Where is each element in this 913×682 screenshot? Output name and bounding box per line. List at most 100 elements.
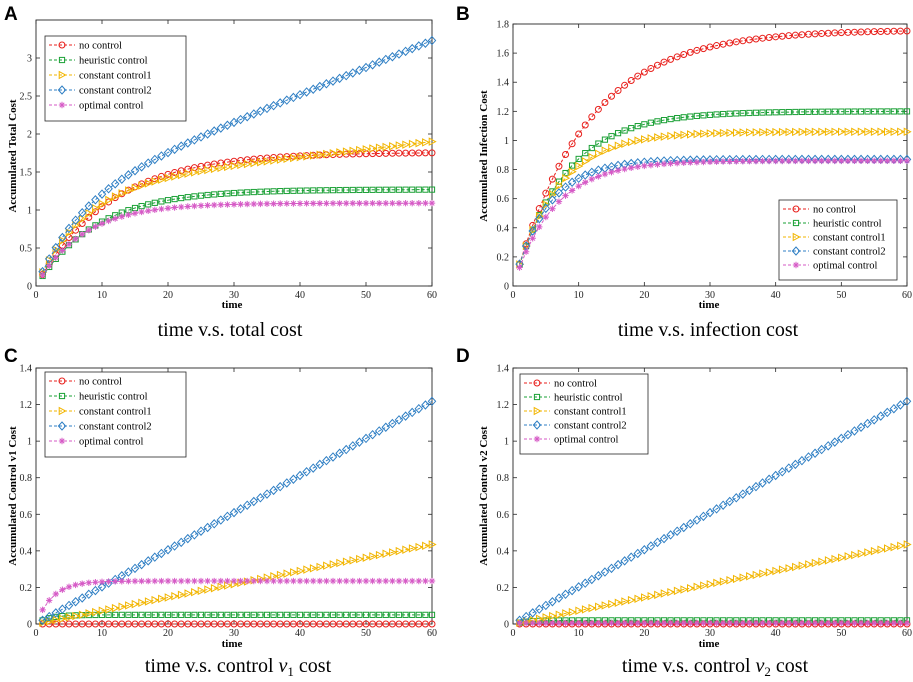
legend-label: heuristic control xyxy=(79,56,148,67)
data-point xyxy=(349,186,356,194)
data-point xyxy=(151,611,158,618)
x-axis-label: time xyxy=(222,299,243,311)
data-point xyxy=(211,577,218,585)
data-point xyxy=(362,611,370,618)
data-point xyxy=(554,188,564,198)
legend-marker xyxy=(57,85,67,95)
data-point xyxy=(257,577,264,585)
data-point xyxy=(733,110,740,117)
data-point xyxy=(857,28,865,36)
data-point xyxy=(389,186,396,193)
panel-A: A Accumulated Total Cost time time v.s. … xyxy=(4,4,437,341)
data-point xyxy=(177,170,186,180)
data-point xyxy=(759,127,768,137)
data-point xyxy=(641,135,649,144)
data-point xyxy=(726,39,734,47)
series-line xyxy=(519,400,908,621)
data-point xyxy=(52,590,59,598)
data-point xyxy=(818,108,825,115)
data-point xyxy=(158,594,167,604)
data-point xyxy=(376,186,383,193)
data-point xyxy=(692,515,702,525)
data-point xyxy=(145,207,152,215)
data-point xyxy=(349,611,356,618)
data-point xyxy=(290,153,299,163)
data-point xyxy=(825,619,832,627)
y-tick-label: 1.4 xyxy=(20,364,33,375)
legend-entry: optimal control xyxy=(49,101,144,112)
data-point xyxy=(263,200,271,207)
legend-marker xyxy=(58,56,66,64)
data-point xyxy=(581,121,589,129)
data-point xyxy=(244,611,251,618)
data-point xyxy=(903,540,912,549)
data-point xyxy=(243,620,251,628)
data-point xyxy=(289,92,298,103)
data-point xyxy=(92,579,99,586)
y-tick-label: 0 xyxy=(504,620,509,631)
data-point xyxy=(614,619,622,627)
data-point xyxy=(673,619,681,627)
y-tick-label: 0.4 xyxy=(20,546,33,557)
data-point xyxy=(349,577,356,585)
data-point xyxy=(864,157,871,165)
data-point xyxy=(125,186,134,195)
data-point xyxy=(568,619,576,627)
data-point xyxy=(242,500,252,510)
data-point xyxy=(395,141,404,150)
data-point xyxy=(361,62,371,73)
data-point xyxy=(542,200,551,209)
legend-entry: constant control1 xyxy=(524,407,627,418)
y-tick-label: 1.4 xyxy=(497,78,510,89)
data-point xyxy=(641,121,648,128)
data-point xyxy=(680,159,687,166)
data-point xyxy=(595,149,604,158)
data-point xyxy=(125,611,132,618)
legend-marker xyxy=(533,435,541,443)
data-point xyxy=(283,577,290,585)
data-point xyxy=(581,157,590,166)
data-point xyxy=(693,159,701,166)
data-point xyxy=(362,186,370,193)
data-point xyxy=(118,602,127,611)
data-point xyxy=(295,89,305,100)
data-point xyxy=(256,493,265,503)
data-point xyxy=(731,493,741,503)
data-point xyxy=(414,41,424,51)
data-point xyxy=(422,199,429,207)
y-tick-label: 0.8 xyxy=(497,473,510,484)
data-point xyxy=(759,569,768,578)
data-point xyxy=(401,411,410,421)
data-point xyxy=(303,565,312,574)
data-point xyxy=(884,108,891,115)
data-point xyxy=(674,115,681,122)
data-point xyxy=(137,162,146,172)
data-point xyxy=(516,264,523,271)
data-point xyxy=(197,192,205,199)
data-point xyxy=(105,620,113,628)
data-point xyxy=(580,578,590,588)
data-point xyxy=(85,620,93,628)
data-point xyxy=(401,46,410,57)
data-point xyxy=(641,619,648,627)
legend-marker xyxy=(792,232,801,242)
data-point xyxy=(871,108,878,115)
data-point xyxy=(150,154,160,165)
data-point xyxy=(197,577,205,585)
data-point xyxy=(759,34,767,42)
data-point xyxy=(529,235,536,242)
data-point xyxy=(84,589,94,600)
data-point xyxy=(838,127,846,137)
data-point xyxy=(309,564,318,573)
data-point xyxy=(864,619,871,627)
data-point xyxy=(562,169,569,177)
data-point xyxy=(65,583,73,591)
data-point xyxy=(230,620,238,628)
data-point xyxy=(555,181,564,190)
data-point xyxy=(903,619,911,627)
series-heuristic-control xyxy=(516,617,911,626)
data-point xyxy=(402,611,409,618)
data-point xyxy=(785,564,794,573)
data-point xyxy=(601,170,609,178)
x-tick-label: 10 xyxy=(97,290,107,301)
